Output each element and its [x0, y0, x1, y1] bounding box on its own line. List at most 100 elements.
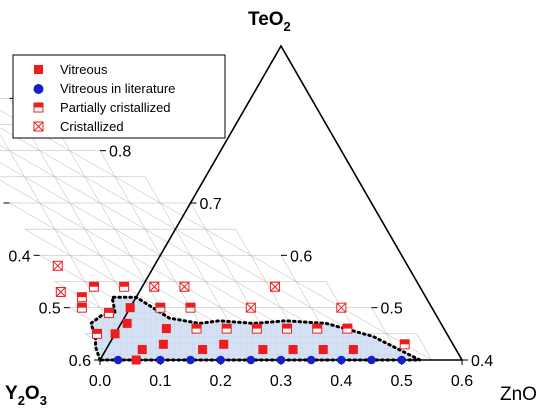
marker-circle-filled — [306, 355, 316, 365]
partial-point-fill — [192, 324, 202, 329]
marker-circle-filled — [186, 355, 195, 365]
marker-square-cross — [52, 260, 63, 271]
marker-square-filled — [348, 345, 358, 355]
half-square-fill — [34, 103, 43, 108]
partial-point-fill — [119, 282, 129, 287]
marker-circle-filled — [367, 355, 376, 365]
vitreous-point — [131, 355, 141, 365]
vitreous-point — [318, 345, 328, 355]
legend-label-partially-crystallized: Partially cristallized — [60, 100, 171, 115]
marker-square-cross — [269, 281, 280, 292]
marker-square-filled — [219, 339, 229, 349]
literature-point — [276, 355, 286, 365]
marker-square-half — [251, 323, 262, 334]
literature-point — [367, 355, 376, 365]
marker-square-half — [155, 302, 166, 313]
marker-square-filled — [288, 345, 298, 355]
partial-point-fill — [104, 308, 114, 313]
marker-circle-filled — [156, 355, 165, 365]
marker-square-half — [342, 323, 353, 334]
vitreous-point — [219, 339, 229, 349]
vitreous-point — [125, 303, 135, 313]
marker-square-filled — [122, 318, 132, 328]
crystallized-point-cross — [336, 302, 347, 313]
literature-point — [113, 355, 123, 365]
marker-square-cross — [336, 302, 347, 313]
marker-square-half — [104, 307, 115, 318]
marker-square-cross — [55, 286, 66, 297]
marker-square-half — [185, 302, 196, 313]
vitreous-point — [110, 329, 120, 339]
legend-label-vitreous-literature: Vitreous in literature — [60, 81, 175, 96]
grid-line — [416, 333, 433, 361]
marker-square-half — [221, 323, 232, 334]
legend-label-crystallized: Cristallized — [60, 119, 124, 134]
marker-square-cross — [179, 281, 190, 292]
marker-square-half — [119, 281, 130, 292]
vitreous-point — [198, 345, 208, 355]
marker-square-half — [282, 323, 293, 334]
legend-item-vitreous-literature: Vitreous in literature — [33, 81, 175, 96]
tick-label-left: 0.5 — [39, 301, 61, 318]
marker-square-half — [76, 292, 87, 303]
marker-square-filled — [137, 345, 147, 355]
marker-square-filled — [125, 303, 135, 313]
vertex-label-zno: ZnO — [500, 384, 537, 405]
legend: Vitreous Vitreous in literature Partiall… — [12, 54, 226, 139]
legend-item-partially-crystallized: Partially cristallized — [33, 100, 171, 115]
tick-label-bottom: 0.4 — [330, 373, 352, 390]
partial-point-fill — [282, 324, 292, 329]
marker-square-half — [91, 328, 102, 339]
vitreous-marker-icon — [34, 65, 43, 74]
tick-label-left: 0.3 — [0, 196, 1, 213]
crystallized-point-cross — [55, 287, 66, 297]
marker-square-half — [191, 323, 202, 334]
marker-circle-filled — [246, 355, 256, 365]
literature-point — [246, 355, 256, 365]
vitreous-point — [158, 339, 168, 349]
marker-square-half — [399, 339, 410, 350]
cross-mark — [33, 121, 44, 132]
literature-point — [156, 355, 165, 365]
tick-label-bottom: 0.2 — [210, 373, 232, 390]
legend-label-vitreous: Vitreous — [60, 62, 108, 77]
vitreous-point — [137, 345, 147, 355]
marker-square-filled — [198, 345, 208, 355]
partial-point-fill — [400, 339, 410, 345]
marker-circle-filled — [337, 355, 346, 365]
partial-point-fill — [252, 324, 262, 329]
crystallized-point-cross — [52, 260, 63, 271]
vertex-label-teo2: TeO2 — [248, 9, 291, 34]
tick-label-bottom: 0.1 — [149, 373, 171, 390]
marker-square-filled — [318, 345, 328, 355]
vitreous-point — [258, 345, 268, 355]
partial-point-fill — [186, 303, 195, 308]
crystallized-point-cross — [245, 302, 256, 313]
vitreous-point — [161, 324, 171, 334]
tick-label-left: 0.4 — [8, 248, 30, 265]
partial-point-fill — [312, 324, 322, 329]
literature-point — [216, 355, 225, 365]
marker-square-filled — [110, 329, 120, 339]
marker-circle-filled — [397, 355, 406, 365]
legend-item-crystallized: Cristallized — [33, 119, 124, 134]
legend-item-vitreous: Vitreous — [34, 62, 108, 77]
crystallized-point-cross — [270, 281, 280, 292]
marker-square-cross — [245, 302, 256, 313]
marker-circle-filled — [113, 355, 123, 365]
partial-point-fill — [92, 329, 102, 334]
tick-label-right: 0.4 — [471, 353, 493, 370]
marker-square-half — [76, 302, 87, 313]
partial-point-fill — [77, 303, 87, 308]
tick-label-right: 0.8 — [109, 144, 131, 161]
marker-square-half — [88, 281, 99, 292]
literature-point — [337, 355, 346, 365]
marker-square-filled — [161, 324, 171, 334]
tick-label-bottom: 0.6 — [451, 373, 473, 390]
vitreous-point — [348, 345, 358, 355]
marker-square-cross — [149, 281, 160, 292]
vitreous-point — [288, 345, 298, 355]
marker-square-half — [312, 323, 323, 334]
legend-box — [12, 54, 226, 139]
literature-marker-icon — [33, 84, 44, 94]
